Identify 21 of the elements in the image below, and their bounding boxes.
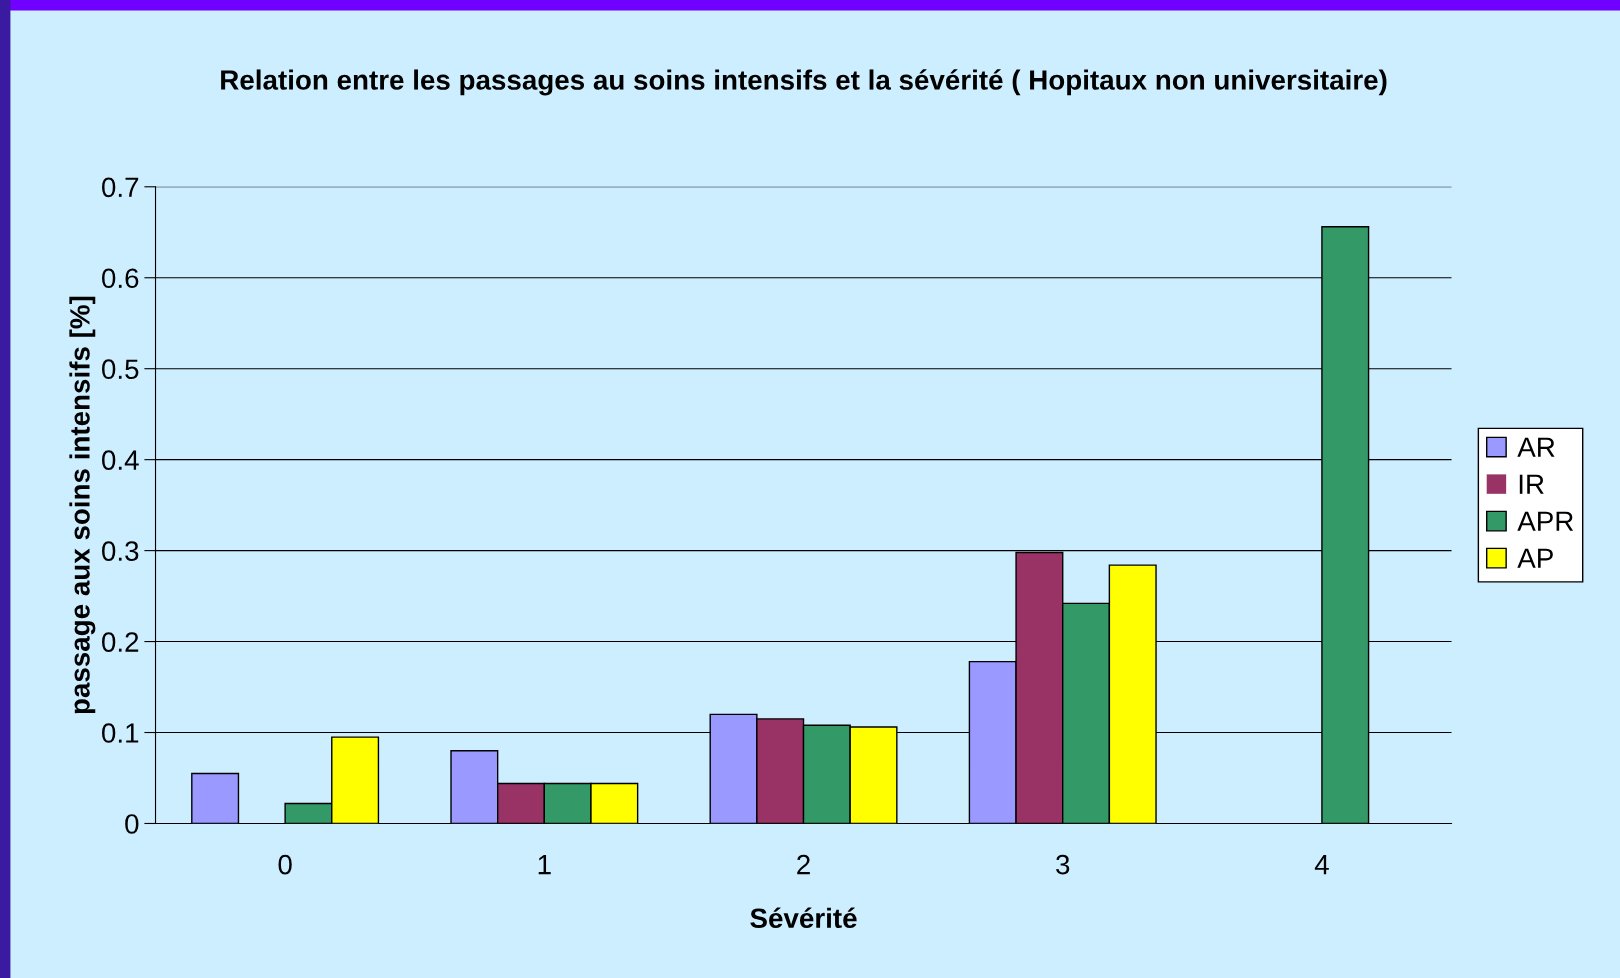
legend-label: AP bbox=[1517, 548, 1553, 568]
x-axis-title: Sévérité bbox=[750, 907, 857, 929]
y-tick-label: 0.3 bbox=[102, 541, 139, 561]
x-tick-label: 2 bbox=[797, 854, 810, 875]
legend-label: APR bbox=[1517, 511, 1574, 531]
y-tick-label: 0 bbox=[125, 814, 139, 834]
chart-title: Relation entre les passages au soins intensifs et la sévérité ( Hopitaux non universitaire) bbox=[221, 69, 1387, 96]
legend-label: AR bbox=[1517, 437, 1555, 457]
y-tick-label: 0.2 bbox=[102, 632, 139, 652]
x-tick-label: 0 bbox=[278, 854, 292, 875]
legend-label: IR bbox=[1519, 474, 1544, 494]
y-tick-label: 0.4 bbox=[102, 450, 139, 470]
y-tick-label: 0.5 bbox=[102, 359, 139, 380]
y-tick-label: 0.7 bbox=[102, 177, 139, 198]
y-axis-title: passage aux soins intensifs [%] bbox=[69, 296, 96, 714]
x-tick-label: 3 bbox=[1056, 854, 1070, 875]
y-tick-label: 0.1 bbox=[102, 723, 139, 743]
x-tick-label: 1 bbox=[538, 855, 551, 875]
bar bbox=[191, 772, 240, 824]
x-tick-label: 4 bbox=[1314, 855, 1329, 875]
y-tick-label: 0.6 bbox=[102, 268, 139, 289]
